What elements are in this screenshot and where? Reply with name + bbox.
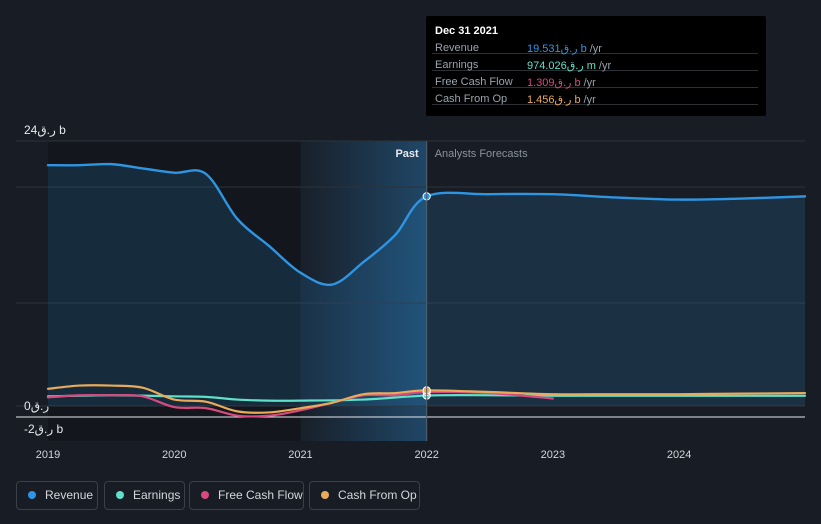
x-tick-label: 2020 bbox=[162, 449, 186, 461]
x-tick-label: 2023 bbox=[541, 449, 565, 461]
free-cash-flow-line bbox=[46, 390, 555, 418]
legend-cash-from-op-button[interactable]: Cash From Op bbox=[309, 481, 420, 510]
tooltip-divider bbox=[432, 70, 758, 71]
earnings-line bbox=[46, 394, 807, 402]
legend-revenue-button[interactable]: Revenue bbox=[16, 481, 98, 510]
x-tick-label: 2022 bbox=[414, 449, 438, 461]
legend-label: Free Cash Flow bbox=[218, 488, 303, 502]
tooltip-divider bbox=[432, 87, 758, 88]
legend-label: Earnings bbox=[133, 488, 181, 502]
tooltip-value: 1.456ر.ق b/yr bbox=[527, 93, 596, 106]
y-tick-label: -2ر.ق b bbox=[24, 422, 63, 436]
tooltip-row-free-cash-flow: Free Cash Flow 1.309ر.ق b/yr bbox=[426, 74, 756, 91]
earnings-dot-icon bbox=[116, 491, 124, 499]
y-tick-label: 24ر.ق b bbox=[24, 123, 66, 137]
tooltip-label: Revenue bbox=[435, 42, 480, 54]
tooltip-value-text: 1.456ر.ق b bbox=[527, 94, 581, 106]
tooltip-unit: /yr bbox=[589, 43, 602, 55]
past-region bbox=[48, 141, 301, 441]
legend-free-cash-flow-button[interactable]: Free Cash Flow bbox=[189, 481, 304, 510]
free-cash-flow-dot-icon bbox=[201, 491, 209, 499]
x-tick-label: 2024 bbox=[667, 449, 691, 461]
x-tick-label: 2019 bbox=[36, 449, 60, 461]
forecast-label: Analysts Forecasts bbox=[435, 148, 528, 160]
tooltip-label: Earnings bbox=[435, 59, 479, 71]
tooltip-row-earnings: Earnings 974.026ر.ق m/yr bbox=[426, 57, 756, 74]
tooltip-label: Cash From Op bbox=[435, 93, 508, 105]
tooltip-row-revenue: Revenue 19.531ر.ق b/yr bbox=[426, 40, 756, 57]
revenue-dot-icon bbox=[28, 491, 36, 499]
revenue-line bbox=[46, 162, 807, 286]
cash-from-op-dot-icon bbox=[321, 491, 329, 499]
legend-label: Cash From Op bbox=[338, 488, 417, 502]
tooltip-value-text: 1.309ر.ق b bbox=[527, 77, 581, 89]
legend-label: Revenue bbox=[45, 488, 94, 502]
tooltip-value: 974.026ر.ق m/yr bbox=[527, 59, 611, 72]
tooltip-value: 1.309ر.ق b/yr bbox=[527, 76, 596, 89]
tooltip-value-text: 19.531ر.ق b bbox=[527, 43, 587, 55]
tooltip-unit: /yr bbox=[583, 77, 596, 89]
tooltip-unit: /yr bbox=[583, 94, 596, 106]
y-tick-label: 0ر.ق bbox=[24, 399, 49, 413]
tooltip-value: 19.531ر.ق b/yr bbox=[527, 42, 602, 55]
legend-earnings-button[interactable]: Earnings bbox=[104, 481, 185, 510]
tooltip-date: Dec 31 2021 bbox=[435, 25, 498, 37]
tooltip-value-text: 974.026ر.ق m bbox=[527, 60, 596, 72]
cash-from-op-line bbox=[46, 384, 807, 414]
tooltip-divider bbox=[432, 104, 758, 105]
tooltip-unit: /yr bbox=[598, 60, 612, 72]
past-label: Past bbox=[395, 148, 419, 160]
tooltip: Dec 31 2021 Revenue 19.531ر.ق b/yr Earni… bbox=[426, 16, 766, 116]
tooltip-row-cash-from-op: Cash From Op 1.456ر.ق b/yr bbox=[426, 91, 756, 108]
tooltip-label: Free Cash Flow bbox=[435, 76, 513, 88]
x-tick-label: 2021 bbox=[288, 449, 312, 461]
tooltip-divider bbox=[432, 53, 758, 54]
